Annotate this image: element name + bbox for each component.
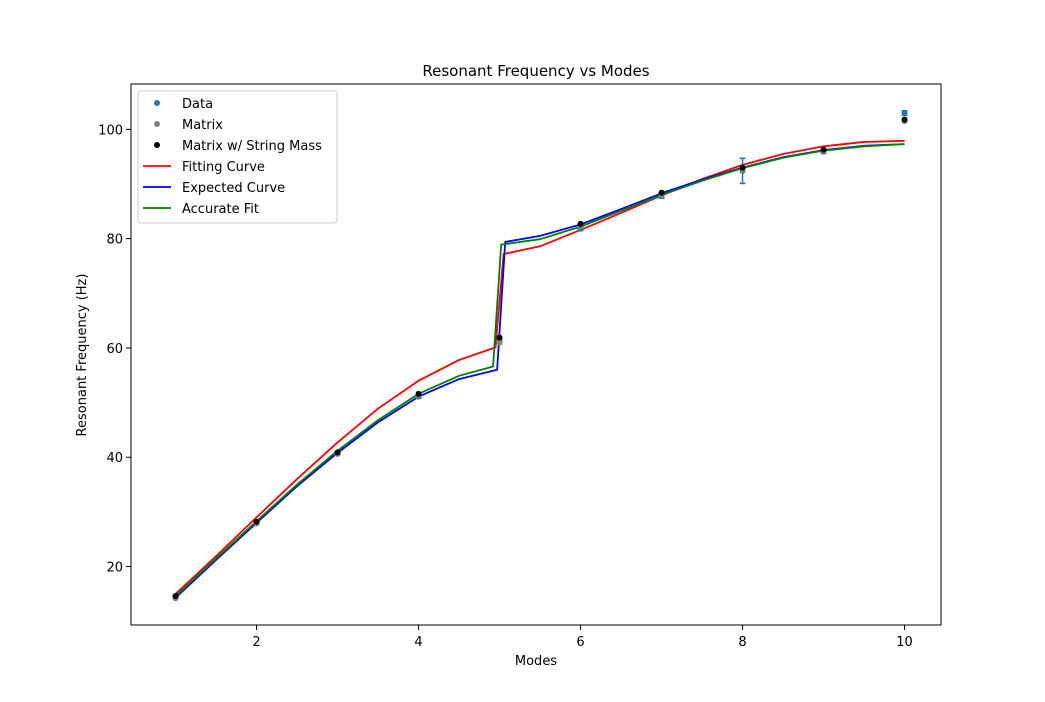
y-tick-label: 80 xyxy=(106,233,123,248)
point-matrix-w-string-mass xyxy=(820,146,827,153)
chart-title: Resonant Frequency vs Modes xyxy=(422,62,649,80)
point-matrix-w-string-mass xyxy=(577,220,584,227)
legend-label-matrix-w-string-mass: Matrix w/ String Mass xyxy=(182,139,322,154)
point-matrix-w-string-mass xyxy=(253,518,260,525)
plot-frame xyxy=(130,83,942,626)
legend-label-expected-curve: Expected Curve xyxy=(182,181,285,196)
point-matrix-w-string-mass xyxy=(415,390,422,397)
point-matrix-w-string-mass xyxy=(334,449,341,456)
legend: Data Matrix Matrix w/ String Mass Fitting C… xyxy=(137,90,338,224)
x-tick-label: 10 xyxy=(896,635,913,650)
legend-marker-matrix-w-string-mass xyxy=(154,142,160,148)
point-matrix-w-string-mass xyxy=(172,593,179,600)
point-data xyxy=(901,109,908,116)
y-tick-label: 40 xyxy=(106,451,123,466)
point-matrix-w-string-mass xyxy=(739,164,746,171)
legend-label-accurate-fit: Accurate Fit xyxy=(182,202,259,217)
x-tick-label: 4 xyxy=(414,635,422,650)
x-tick-label: 8 xyxy=(738,635,746,650)
x-tick-label: 2 xyxy=(252,635,260,650)
point-layer xyxy=(172,109,908,602)
point-matrix xyxy=(496,339,503,346)
legend-label-data: Data xyxy=(182,97,213,112)
legend-box xyxy=(137,90,338,224)
line-series-fitting-curve xyxy=(174,139,905,595)
x-axis-label: Modes xyxy=(515,654,557,669)
y-tick-label: 100 xyxy=(98,123,123,138)
y-axis-label: Resonant Frequency (Hz) xyxy=(75,274,90,437)
x-axis-ticks: 2 4 6 8 10 xyxy=(252,625,913,650)
legend-label-fitting-curve: Fitting Curve xyxy=(182,160,265,175)
line-layer xyxy=(174,139,905,599)
point-matrix-w-string-mass xyxy=(496,334,503,341)
x-tick-label: 6 xyxy=(576,635,584,650)
legend-label-matrix: Matrix xyxy=(182,118,223,133)
point-matrix-w-string-mass xyxy=(658,189,665,196)
point-matrix-w-string-mass xyxy=(901,116,908,123)
legend-marker-data xyxy=(154,100,160,106)
y-tick-label: 60 xyxy=(106,342,123,357)
legend-marker-matrix xyxy=(154,121,160,127)
line-series-accurate-fit xyxy=(174,143,905,597)
y-axis-ticks: 20 40 60 80 100 xyxy=(98,123,131,576)
y-tick-label: 20 xyxy=(106,561,123,576)
